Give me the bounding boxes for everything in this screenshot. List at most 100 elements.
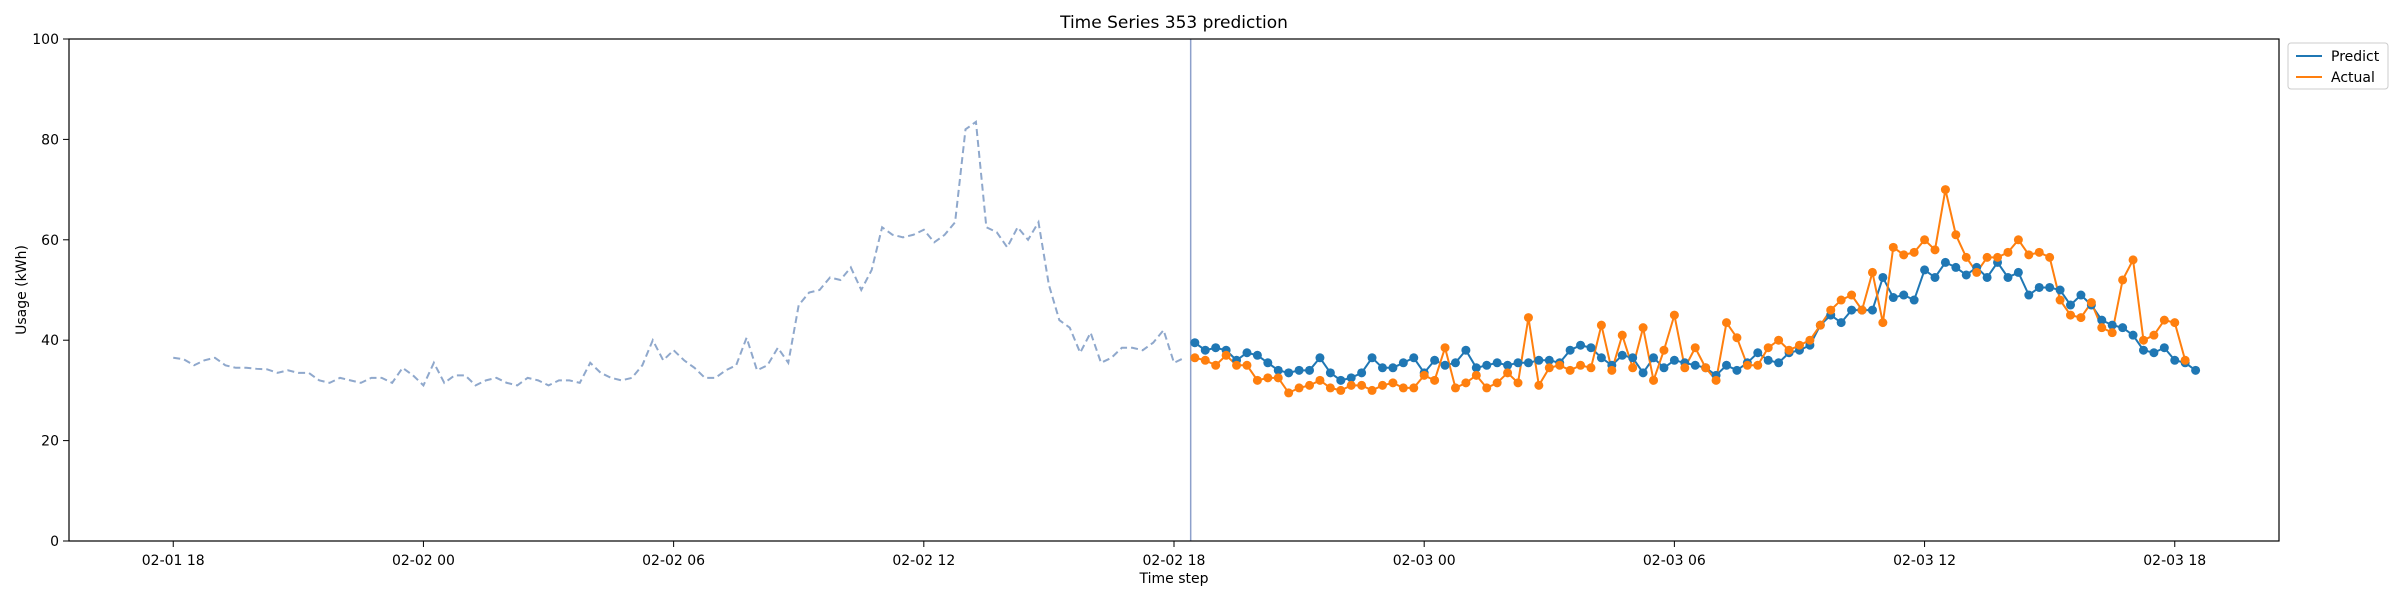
predict-point-56 (1774, 358, 1784, 368)
predict-point-85 (2076, 290, 2086, 300)
predict-point-93 (2159, 343, 2169, 353)
predict-point-42 (1628, 353, 1638, 363)
predict-point-80 (2024, 290, 2034, 300)
actual-point-26 (1461, 378, 1471, 388)
actual-point-93 (2159, 315, 2169, 325)
actual-point-27 (1471, 370, 1481, 380)
actual-point-85 (2076, 313, 2086, 323)
predict-point-38 (1586, 343, 1596, 353)
actual-point-47 (1680, 363, 1690, 373)
predict-point-90 (2128, 330, 2138, 340)
actual-point-57 (1784, 345, 1794, 355)
actual-point-62 (1836, 295, 1846, 305)
predict-point-83 (2055, 285, 2065, 295)
predict-point-81 (2034, 282, 2044, 292)
actual-point-67 (1888, 242, 1898, 252)
actual-point-75 (1972, 267, 1982, 277)
actual-point-60 (1815, 320, 1825, 330)
predict-point-70 (1920, 265, 1930, 275)
actual-point-6 (1252, 375, 1262, 385)
actual-point-18 (1377, 380, 1387, 390)
predict-point-33 (1534, 355, 1544, 365)
actual-point-34 (1544, 363, 1554, 373)
actual-point-30 (1503, 368, 1513, 378)
predict-point-39 (1596, 353, 1606, 363)
actual-point-58 (1794, 340, 1804, 350)
predict-point-41 (1617, 350, 1627, 360)
actual-point-50 (1711, 375, 1721, 385)
predict-point-1 (1200, 345, 1210, 355)
predict-point-21 (1409, 353, 1419, 363)
x-tick-label-6: 02-03 06 (1643, 553, 1706, 569)
predict-point-7 (1263, 358, 1273, 368)
actual-point-86 (2086, 298, 2096, 308)
actual-point-16 (1357, 380, 1367, 390)
actual-point-39 (1596, 320, 1606, 330)
predict-point-92 (2149, 348, 2159, 358)
actual-point-11 (1305, 380, 1315, 390)
actual-point-23 (1430, 375, 1440, 385)
actual-point-81 (2034, 247, 2044, 257)
actual-point-12 (1315, 375, 1325, 385)
x-tick-label-1: 02-02 00 (392, 553, 455, 569)
actual-point-46 (1669, 310, 1679, 320)
actual-point-28 (1482, 383, 1492, 393)
predict-point-68 (1899, 290, 1909, 300)
predict-point-52 (1732, 365, 1742, 375)
actual-point-3 (1221, 350, 1231, 360)
actual-point-33 (1534, 380, 1544, 390)
actual-point-45 (1659, 345, 1669, 355)
y-tick-label-3: 60 (41, 233, 59, 249)
predict-point-71 (1930, 272, 1940, 282)
predict-point-0 (1190, 338, 1200, 348)
predict-point-25 (1450, 358, 1460, 368)
actual-point-40 (1607, 365, 1617, 375)
plot-area (173, 39, 2201, 541)
actual-point-42 (1628, 363, 1638, 373)
predict-point-67 (1888, 293, 1898, 303)
actual-point-7 (1263, 373, 1273, 383)
predict-point-79 (2013, 267, 2023, 277)
y-tick-label-5: 100 (32, 32, 59, 48)
actual-point-48 (1690, 343, 1700, 353)
predict-point-11 (1305, 365, 1315, 375)
actual-point-54 (1753, 360, 1763, 370)
actual-point-91 (2138, 335, 2148, 345)
actual-point-51 (1722, 318, 1731, 328)
actual-point-35 (1555, 360, 1565, 370)
predict-point-14 (1336, 375, 1346, 385)
y-axis-title: Usage (kWh) (14, 245, 30, 335)
actual-point-1 (1200, 355, 1210, 365)
actual-point-43 (1638, 323, 1648, 333)
actual-point-69 (1909, 247, 1919, 257)
x-tick-label-3: 02-02 12 (892, 553, 955, 569)
actual-point-38 (1586, 363, 1596, 373)
predict-point-30 (1503, 360, 1513, 370)
predict-point-37 (1576, 340, 1586, 350)
x-tick-label-2: 02-02 06 (642, 553, 705, 569)
predict-point-54 (1753, 348, 1763, 358)
predict-point-88 (2107, 320, 2117, 330)
actual-point-49 (1701, 363, 1711, 373)
predict-point-2 (1211, 343, 1221, 353)
predict-point-89 (2118, 323, 2128, 333)
predict-point-73 (1951, 262, 1961, 272)
actual-point-89 (2118, 275, 2128, 285)
actual-point-20 (1398, 383, 1408, 393)
actual-point-53 (1742, 360, 1752, 370)
predict-point-51 (1722, 360, 1731, 370)
actual-point-63 (1847, 290, 1857, 300)
actual-point-36 (1565, 365, 1575, 375)
actual-point-31 (1513, 378, 1523, 388)
predict-point-63 (1847, 305, 1857, 315)
axes: 0 20 40 60 80 100 02-01 18 02-02 00 02-02 06 02-0… (32, 32, 2206, 569)
actual-point-55 (1763, 343, 1773, 353)
actual-point-70 (1920, 235, 1930, 245)
predict-point-45 (1659, 363, 1669, 373)
predict-point-66 (1878, 272, 1888, 282)
actual-point-73 (1951, 230, 1961, 240)
actual-point-10 (1294, 383, 1304, 393)
actual-point-14 (1336, 385, 1346, 395)
predict-point-19 (1388, 363, 1398, 373)
